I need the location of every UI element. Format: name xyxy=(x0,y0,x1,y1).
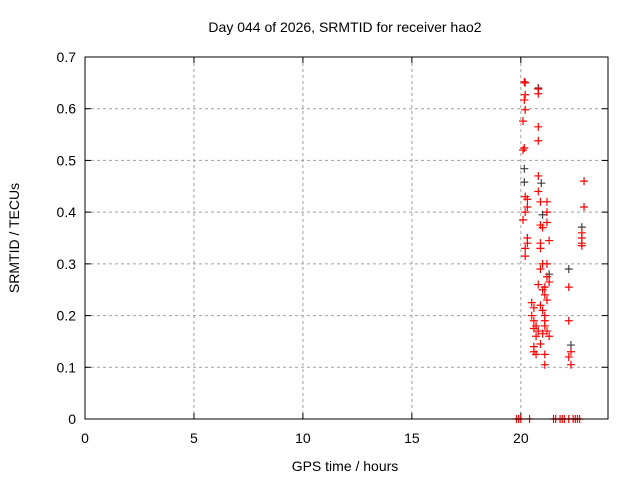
y-tick-label: 0 xyxy=(68,411,76,427)
data-point xyxy=(564,352,573,361)
data-point xyxy=(538,329,547,338)
data-point xyxy=(519,215,528,224)
data-point xyxy=(523,195,532,204)
x-tick-label: 10 xyxy=(295,430,311,446)
data-point xyxy=(542,218,551,227)
data-point xyxy=(540,321,549,330)
data-point xyxy=(520,77,529,86)
series-srmtid-red xyxy=(512,77,589,423)
data-point xyxy=(521,208,530,217)
data-point xyxy=(521,252,530,261)
data-point xyxy=(521,78,530,87)
data-point xyxy=(536,301,545,310)
data-point xyxy=(519,146,528,155)
chart-title: Day 044 of 2026, SRMTID for receiver hao… xyxy=(208,19,481,35)
y-tick-label: 0.4 xyxy=(57,204,77,220)
x-tick-label: 5 xyxy=(190,430,198,446)
data-point xyxy=(520,178,529,187)
grid xyxy=(85,57,608,419)
data-point xyxy=(521,90,530,99)
data-point xyxy=(538,285,547,294)
y-tick-label: 0.7 xyxy=(57,49,77,65)
data-point xyxy=(542,296,551,305)
data-point xyxy=(521,105,530,114)
data-point xyxy=(545,277,554,286)
data-point xyxy=(521,244,530,253)
data-point xyxy=(519,117,528,126)
data-point xyxy=(532,350,541,359)
y-tick-label: 0.1 xyxy=(57,359,77,375)
data-point xyxy=(545,332,554,341)
data-point xyxy=(540,350,549,359)
data-point xyxy=(580,177,589,186)
data-point xyxy=(564,265,573,274)
data-point xyxy=(527,311,536,320)
data-point xyxy=(538,306,547,315)
data-point xyxy=(529,303,538,312)
data-point xyxy=(545,236,554,245)
data-point xyxy=(542,272,551,281)
data-point xyxy=(580,202,589,211)
data-point xyxy=(534,280,543,289)
data-point xyxy=(538,223,547,232)
data-point xyxy=(566,347,575,356)
data-point xyxy=(540,360,549,369)
x-tick-label: 0 xyxy=(81,430,89,446)
data-point xyxy=(564,283,573,292)
y-tick-label: 0.5 xyxy=(57,152,77,168)
data-point xyxy=(536,340,545,349)
data-points xyxy=(512,77,589,423)
data-point xyxy=(542,259,551,268)
y-axis-label: SRMTID / TECUs xyxy=(6,183,22,293)
data-point xyxy=(527,298,536,307)
x-tick-label: 15 xyxy=(404,430,420,446)
data-point xyxy=(532,332,541,341)
data-point xyxy=(534,89,543,98)
data-point xyxy=(529,316,538,325)
plot-frame xyxy=(84,56,609,420)
data-point xyxy=(577,241,586,250)
data-point xyxy=(523,202,532,211)
data-point xyxy=(566,360,575,369)
data-point xyxy=(566,341,575,350)
data-point xyxy=(520,164,529,173)
data-point xyxy=(538,210,547,219)
data-point xyxy=(542,208,551,217)
data-point xyxy=(534,327,543,336)
data-point xyxy=(564,316,573,325)
data-point xyxy=(542,197,551,206)
data-point xyxy=(520,144,529,153)
data-point xyxy=(536,265,545,274)
series-srmtid-gray xyxy=(520,84,586,350)
data-point xyxy=(534,187,543,196)
data-point xyxy=(520,95,529,104)
ticks: 0 0.1 0.2 0.3 0.4 0.5 0.6 0.7 0 5 10 15 20 xyxy=(57,49,608,446)
y-tick-label: 0.6 xyxy=(57,101,77,117)
data-point xyxy=(534,136,543,145)
x-tick-label: 20 xyxy=(513,430,529,446)
data-point xyxy=(534,171,543,180)
data-point xyxy=(542,327,551,336)
y-tick-label: 0.3 xyxy=(57,256,77,272)
data-point xyxy=(540,290,549,299)
y-tick-label: 0.2 xyxy=(57,308,77,324)
data-point xyxy=(537,179,546,188)
x-axis-label: GPS time / hours xyxy=(292,458,399,474)
data-point xyxy=(529,324,538,333)
data-point xyxy=(536,244,545,253)
data-point xyxy=(534,122,543,131)
data-point xyxy=(523,239,532,248)
